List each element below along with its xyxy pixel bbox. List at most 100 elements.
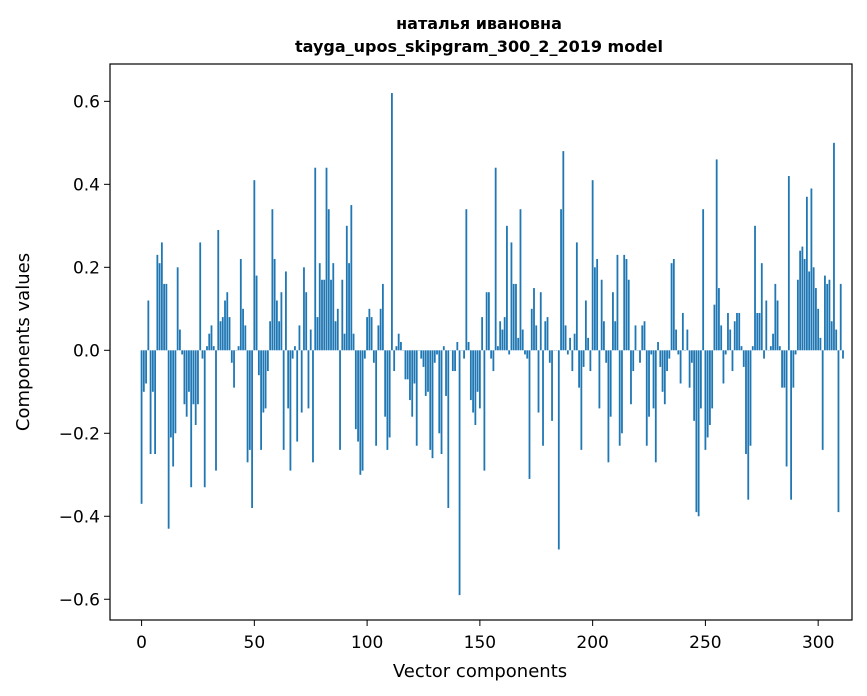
bar (368, 308, 371, 351)
bar (817, 308, 820, 351)
bar (709, 350, 711, 425)
bar (271, 209, 274, 351)
bar (237, 346, 240, 351)
x-tick-label: 250 (689, 633, 721, 653)
y-tick-label: 0.6 (73, 92, 100, 112)
bar (519, 209, 522, 351)
bar (377, 325, 380, 351)
bar (819, 337, 822, 351)
bar (828, 279, 831, 351)
bar (181, 350, 184, 355)
bar (598, 350, 601, 409)
bar (526, 350, 529, 359)
bar (641, 325, 644, 351)
bar (506, 225, 508, 351)
bar (722, 350, 725, 384)
bar (783, 350, 786, 388)
bar (600, 279, 603, 351)
bar (325, 167, 328, 351)
y-tick-label: −0.6 (59, 590, 100, 610)
bar (787, 176, 790, 351)
bar (508, 350, 511, 355)
bar (210, 325, 213, 351)
bar (566, 350, 569, 355)
bar (411, 350, 414, 417)
bar (589, 350, 592, 372)
bar (188, 350, 190, 392)
bar (409, 350, 411, 401)
bar (587, 337, 590, 351)
bar (260, 350, 262, 450)
bar (327, 209, 330, 351)
bar (490, 350, 493, 359)
bar (650, 350, 653, 355)
bar (564, 325, 567, 351)
bar (749, 350, 752, 446)
bar (643, 321, 646, 351)
y-tick-label: −0.2 (59, 424, 100, 444)
bar (190, 350, 193, 488)
bar (487, 292, 490, 351)
bar (778, 346, 781, 351)
bar (266, 350, 269, 372)
bar (384, 350, 387, 417)
bar (291, 350, 294, 359)
bar (165, 283, 168, 351)
bar (639, 350, 641, 363)
bar (740, 346, 743, 351)
bar (499, 321, 502, 351)
bar (609, 350, 612, 417)
bar (176, 267, 179, 351)
bar (824, 275, 826, 351)
bar (318, 263, 321, 351)
x-axis-label: Vector components (393, 661, 567, 682)
bar (830, 321, 833, 351)
bar (697, 350, 700, 517)
bar (571, 350, 574, 372)
bar (192, 350, 195, 405)
chart-subtitle: tayga_upos_skipgram_300_2_2019 model (295, 37, 663, 56)
bar (397, 333, 400, 351)
bar (530, 308, 533, 351)
bar (839, 283, 842, 351)
bar (203, 350, 206, 488)
bar (654, 350, 657, 463)
bar (821, 350, 824, 450)
bar (348, 263, 350, 351)
bar (381, 283, 384, 351)
bar (339, 350, 341, 450)
bar (370, 317, 373, 351)
bar (445, 350, 447, 396)
bar (158, 263, 161, 351)
bar (524, 350, 526, 355)
bar (562, 151, 565, 351)
bar (763, 350, 765, 359)
bar (736, 312, 738, 351)
bar (630, 350, 632, 405)
bar (332, 263, 335, 351)
bar (623, 254, 626, 351)
x-tick-label: 0 (136, 633, 147, 653)
bar (316, 317, 319, 351)
bar (738, 312, 741, 351)
bar (215, 350, 217, 471)
bar (835, 329, 838, 351)
bar (591, 180, 594, 351)
bar (422, 350, 425, 367)
bar (715, 159, 718, 351)
bar (208, 333, 211, 351)
bar (560, 209, 562, 351)
bar (151, 350, 154, 392)
bar (539, 292, 542, 351)
bar (224, 300, 226, 351)
bar (747, 350, 750, 500)
bar (733, 321, 736, 351)
bar (160, 242, 163, 351)
bar (781, 350, 783, 388)
bar (769, 346, 772, 351)
bar (648, 350, 650, 417)
x-tick-label: 200 (576, 633, 608, 653)
y-axis-ticks: −0.6 −0.4 −0.2 0.0 0.2 0.4 0.6 (59, 92, 110, 610)
bar (341, 279, 344, 351)
bar (533, 288, 535, 351)
